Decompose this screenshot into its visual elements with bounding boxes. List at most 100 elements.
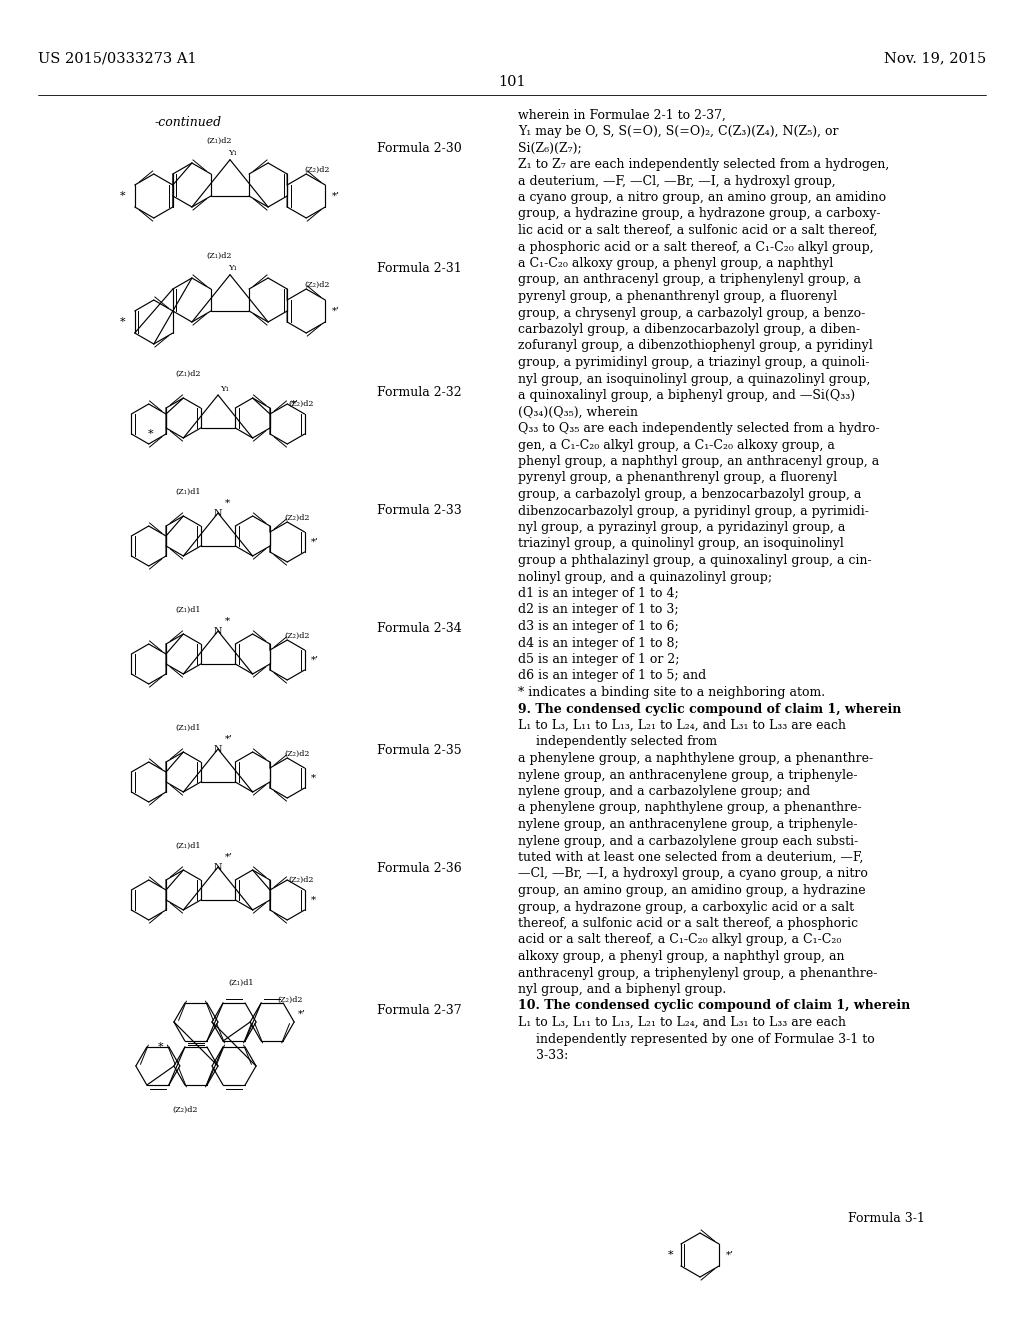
Text: triazinyl group, a quinolinyl group, an isoquinolinyl: triazinyl group, a quinolinyl group, an …: [518, 537, 844, 550]
Text: nolinyl group, and a quinazolinyl group;: nolinyl group, and a quinazolinyl group;: [518, 570, 772, 583]
Text: d3 is an integer of 1 to 6;: d3 is an integer of 1 to 6;: [518, 620, 679, 634]
Text: group, a carbazolyl group, a benzocarbazolyl group, a: group, a carbazolyl group, a benzocarbaz…: [518, 488, 861, 502]
Text: N: N: [214, 862, 222, 871]
Text: 3-33:: 3-33:: [536, 1049, 568, 1063]
Text: nylene group, and a carbazolylene group each substi-: nylene group, and a carbazolylene group …: [518, 834, 858, 847]
Text: N: N: [214, 627, 222, 635]
Text: *: *: [159, 1041, 164, 1052]
Text: (Q₃₄)(Q₃₅), wherein: (Q₃₄)(Q₃₅), wherein: [518, 405, 638, 418]
Text: carbazolyl group, a dibenzocarbazolyl group, a diben-: carbazolyl group, a dibenzocarbazolyl gr…: [518, 323, 860, 337]
Text: -continued: -continued: [155, 116, 221, 128]
Text: alkoxy group, a phenyl group, a naphthyl group, an: alkoxy group, a phenyl group, a naphthyl…: [518, 950, 845, 964]
Text: a phenylene group, naphthylene group, a phenanthre-: a phenylene group, naphthylene group, a …: [518, 801, 861, 814]
Text: (Z₁)d1: (Z₁)d1: [175, 606, 201, 614]
Text: pyrenyl group, a phenanthrenyl group, a fluorenyl: pyrenyl group, a phenanthrenyl group, a …: [518, 290, 838, 304]
Text: a cyano group, a nitro group, an amino group, an amidino: a cyano group, a nitro group, an amino g…: [518, 191, 886, 205]
Text: a phenylene group, a naphthylene group, a phenanthre-: a phenylene group, a naphthylene group, …: [518, 752, 873, 766]
Text: a quinoxalinyl group, a biphenyl group, and —Si(Q₃₃): a quinoxalinyl group, a biphenyl group, …: [518, 389, 855, 403]
Text: d6 is an integer of 1 to 5; and: d6 is an integer of 1 to 5; and: [518, 669, 707, 682]
Text: (Z₂)d2: (Z₂)d2: [278, 997, 302, 1005]
Text: nylene group, an anthracenylene group, a triphenyle-: nylene group, an anthracenylene group, a…: [518, 768, 857, 781]
Text: N: N: [214, 744, 222, 754]
Text: *’: *’: [311, 656, 319, 664]
Text: *: *: [147, 429, 154, 440]
Text: Formula 2-30: Formula 2-30: [377, 141, 462, 154]
Text: Y₁: Y₁: [227, 264, 237, 272]
Text: (Z₂)d2: (Z₂)d2: [172, 1106, 198, 1114]
Text: *: *: [225, 499, 230, 507]
Text: group a phthalazinyl group, a quinoxalinyl group, a cin-: group a phthalazinyl group, a quinoxalin…: [518, 554, 871, 568]
Text: *’: *’: [332, 191, 340, 201]
Text: —Cl, —Br, —I, a hydroxyl group, a cyano group, a nitro: —Cl, —Br, —I, a hydroxyl group, a cyano …: [518, 867, 868, 880]
Text: *: *: [120, 317, 126, 327]
Text: (Z₁)d1: (Z₁)d1: [228, 978, 253, 986]
Text: tuted with at least one selected from a deuterium, —F,: tuted with at least one selected from a …: [518, 851, 863, 865]
Text: *’: *’: [225, 734, 232, 743]
Text: nyl group, a pyrazinyl group, a pyridazinyl group, a: nyl group, a pyrazinyl group, a pyridazi…: [518, 521, 846, 535]
Text: *’: *’: [332, 306, 340, 315]
Text: anthracenyl group, a triphenylenyl group, a phenanthre-: anthracenyl group, a triphenylenyl group…: [518, 966, 878, 979]
Text: independently represented by one of Formulae 3-1 to: independently represented by one of Form…: [536, 1032, 874, 1045]
Text: Si(Z₆)(Z₇);: Si(Z₆)(Z₇);: [518, 141, 582, 154]
Text: (Z₂)d2: (Z₂)d2: [285, 750, 310, 758]
Text: *’: *’: [311, 537, 319, 546]
Text: (Z₁)d2: (Z₁)d2: [175, 370, 201, 378]
Text: (Z₁)d2: (Z₁)d2: [206, 137, 231, 145]
Text: 9. The condensed cyclic compound of claim 1, wherein: 9. The condensed cyclic compound of clai…: [518, 702, 901, 715]
Text: zofuranyl group, a dibenzothiophenyl group, a pyridinyl: zofuranyl group, a dibenzothiophenyl gro…: [518, 339, 872, 352]
Text: *: *: [225, 616, 230, 626]
Text: a C₁-C₂₀ alkoxy group, a phenyl group, a naphthyl: a C₁-C₂₀ alkoxy group, a phenyl group, a…: [518, 257, 834, 271]
Text: d5 is an integer of 1 or 2;: d5 is an integer of 1 or 2;: [518, 653, 680, 667]
Text: (Z₂)d2: (Z₂)d2: [289, 876, 314, 884]
Text: *’: *’: [726, 1250, 734, 1259]
Text: (Z₂)d2: (Z₂)d2: [285, 513, 310, 521]
Text: group, a hydrazone group, a carboxylic acid or a salt: group, a hydrazone group, a carboxylic a…: [518, 900, 854, 913]
Text: thereof, a sulfonic acid or a salt thereof, a phosphoric: thereof, a sulfonic acid or a salt there…: [518, 917, 858, 931]
Text: *: *: [311, 774, 316, 783]
Text: (Z₁)d1: (Z₁)d1: [175, 842, 201, 850]
Text: d2 is an integer of 1 to 3;: d2 is an integer of 1 to 3;: [518, 603, 679, 616]
Text: Formula 2-31: Formula 2-31: [377, 261, 462, 275]
Text: group, a pyrimidinyl group, a triazinyl group, a quinoli-: group, a pyrimidinyl group, a triazinyl …: [518, 356, 869, 370]
Text: Z₁ to Z₇ are each independently selected from a hydrogen,: Z₁ to Z₇ are each independently selected…: [518, 158, 889, 172]
Text: group, an anthracenyl group, a triphenylenyl group, a: group, an anthracenyl group, a triphenyl…: [518, 273, 861, 286]
Text: nyl group, an isoquinolinyl group, a quinazolinyl group,: nyl group, an isoquinolinyl group, a qui…: [518, 372, 870, 385]
Text: (Z₂)d2: (Z₂)d2: [304, 165, 330, 174]
Text: *: *: [120, 191, 126, 201]
Text: (Z₂)d2: (Z₂)d2: [289, 400, 314, 408]
Text: Formula 2-34: Formula 2-34: [377, 622, 462, 635]
Text: Y₁: Y₁: [220, 385, 229, 393]
Text: *: *: [668, 1250, 673, 1261]
Text: L₁ to L₃, L₁₁ to L₁₃, L₂₁ to L₂₄, and L₃₁ to L₃₃ are each: L₁ to L₃, L₁₁ to L₁₃, L₂₁ to L₂₄, and L₃…: [518, 1016, 846, 1030]
Text: *’: *’: [225, 853, 232, 862]
Text: *’: *’: [298, 1010, 306, 1019]
Text: lic acid or a salt thereof, a sulfonic acid or a salt thereof,: lic acid or a salt thereof, a sulfonic a…: [518, 224, 878, 238]
Text: Q₃₃ to Q₃₅ are each independently selected from a hydro-: Q₃₃ to Q₃₅ are each independently select…: [518, 422, 880, 436]
Text: Y₁ may be O, S, S(=O), S(=O)₂, C(Z₃)(Z₄), N(Z₅), or: Y₁ may be O, S, S(=O), S(=O)₂, C(Z₃)(Z₄)…: [518, 125, 839, 139]
Text: d1 is an integer of 1 to 4;: d1 is an integer of 1 to 4;: [518, 587, 679, 601]
Text: Formula 3-1: Formula 3-1: [848, 1212, 925, 1225]
Text: 101: 101: [499, 75, 525, 88]
Text: a phosphoric acid or a salt thereof, a C₁-C₂₀ alkyl group,: a phosphoric acid or a salt thereof, a C…: [518, 240, 873, 253]
Text: independently selected from: independently selected from: [536, 735, 717, 748]
Text: 10. The condensed cyclic compound of claim 1, wherein: 10. The condensed cyclic compound of cla…: [518, 999, 910, 1012]
Text: (Z₂)d2: (Z₂)d2: [285, 632, 310, 640]
Text: (Z₁)d2: (Z₁)d2: [206, 252, 231, 260]
Text: * indicates a binding site to a neighboring atom.: * indicates a binding site to a neighbor…: [518, 686, 825, 700]
Text: (Z₂)d2: (Z₂)d2: [304, 281, 330, 289]
Text: wherein in Formulae 2-1 to 2-37,: wherein in Formulae 2-1 to 2-37,: [518, 108, 726, 121]
Text: nylene group, and a carbazolylene group; and: nylene group, and a carbazolylene group;…: [518, 785, 810, 799]
Text: Formula 2-37: Formula 2-37: [378, 1003, 462, 1016]
Text: Formula 2-35: Formula 2-35: [378, 743, 462, 756]
Text: acid or a salt thereof, a C₁-C₂₀ alkyl group, a C₁-C₂₀: acid or a salt thereof, a C₁-C₂₀ alkyl g…: [518, 933, 842, 946]
Text: group, an amino group, an amidino group, a hydrazine: group, an amino group, an amidino group,…: [518, 884, 865, 898]
Text: pyrenyl group, a phenanthrenyl group, a fluorenyl: pyrenyl group, a phenanthrenyl group, a …: [518, 471, 838, 484]
Text: gen, a C₁-C₂₀ alkyl group, a C₁-C₂₀ alkoxy group, a: gen, a C₁-C₂₀ alkyl group, a C₁-C₂₀ alko…: [518, 438, 835, 451]
Text: nyl group, and a biphenyl group.: nyl group, and a biphenyl group.: [518, 983, 726, 997]
Text: d4 is an integer of 1 to 8;: d4 is an integer of 1 to 8;: [518, 636, 679, 649]
Text: Formula 2-33: Formula 2-33: [377, 503, 462, 516]
Text: Nov. 19, 2015: Nov. 19, 2015: [884, 51, 986, 65]
Text: (Z₁)d1: (Z₁)d1: [175, 723, 201, 733]
Text: Formula 2-32: Formula 2-32: [378, 387, 462, 400]
Text: group, a chrysenyl group, a carbazolyl group, a benzo-: group, a chrysenyl group, a carbazolyl g…: [518, 306, 865, 319]
